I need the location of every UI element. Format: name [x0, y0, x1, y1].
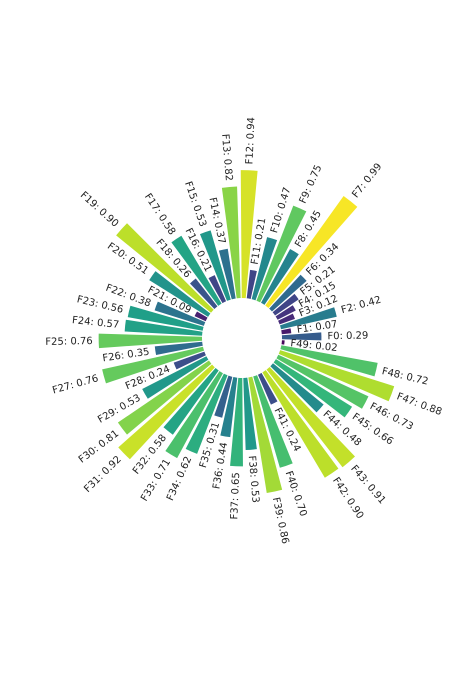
- bar: [256, 205, 307, 303]
- bar: [253, 375, 293, 468]
- bar: [173, 351, 206, 370]
- bar: [276, 354, 369, 409]
- bar: [240, 170, 258, 299]
- bar-label: F2: 0.42: [340, 295, 382, 317]
- bar: [194, 311, 208, 322]
- bar: [265, 195, 358, 308]
- bar: [124, 319, 203, 336]
- bar: [281, 328, 292, 335]
- bar: [280, 345, 378, 377]
- bar-label: F37: 0.65: [229, 472, 242, 520]
- bar-label: F38: 0.53: [246, 455, 261, 503]
- bar: [154, 341, 203, 356]
- bar-label: F12: 0.94: [244, 117, 257, 165]
- bar: [208, 275, 227, 304]
- bar: [221, 186, 241, 299]
- bar-label: F27: 0.76: [51, 373, 100, 396]
- bar: [149, 271, 211, 317]
- bar: [199, 230, 231, 301]
- bar: [281, 332, 322, 341]
- bar: [220, 377, 238, 438]
- bar: [127, 305, 204, 331]
- bar: [98, 333, 203, 349]
- bar: [273, 359, 353, 418]
- bar: [117, 360, 212, 435]
- bar: [171, 235, 222, 306]
- bar: [248, 376, 283, 493]
- bar: [190, 278, 218, 310]
- bar: [270, 363, 324, 413]
- bar-label: F25: 0.76: [45, 336, 93, 348]
- bar-label: F49: 0.02: [290, 338, 338, 354]
- bar: [118, 364, 215, 460]
- bar: [278, 350, 395, 402]
- bar: [281, 340, 285, 345]
- bar: [243, 377, 257, 451]
- bar-label: F47: 0.88: [395, 391, 443, 418]
- bar-label: F40: 0.70: [283, 470, 309, 518]
- bar: [279, 307, 337, 330]
- bar: [163, 368, 219, 435]
- bar: [278, 313, 295, 325]
- bar: [154, 301, 206, 326]
- bar: [257, 372, 278, 405]
- bar-label: F15: 0.53: [182, 180, 208, 228]
- bar: [165, 371, 223, 459]
- bar: [261, 248, 299, 305]
- bar-label: F9: 0.75: [298, 163, 325, 205]
- bar-label: F7: 0.99: [350, 161, 384, 200]
- bar: [218, 248, 236, 300]
- bar: [269, 274, 307, 312]
- bar: [230, 377, 243, 467]
- bar: [116, 223, 214, 313]
- bar: [266, 366, 355, 468]
- bar-label: F0: 0.29: [327, 330, 368, 342]
- bar-label: F17: 0.58: [142, 192, 177, 237]
- bar: [214, 375, 233, 418]
- bar-label: F39: 0.86: [270, 496, 291, 545]
- bar: [251, 237, 278, 301]
- bar-label: F24: 0.57: [72, 315, 120, 331]
- bar: [102, 346, 205, 384]
- bar: [262, 370, 339, 478]
- bar-label: F19: 0.90: [78, 190, 120, 230]
- bar: [275, 305, 296, 320]
- bar-label: F13: 0.82: [219, 133, 234, 181]
- bar: [185, 373, 228, 454]
- bar: [272, 293, 299, 316]
- bar: [142, 356, 209, 399]
- bar: [246, 269, 257, 299]
